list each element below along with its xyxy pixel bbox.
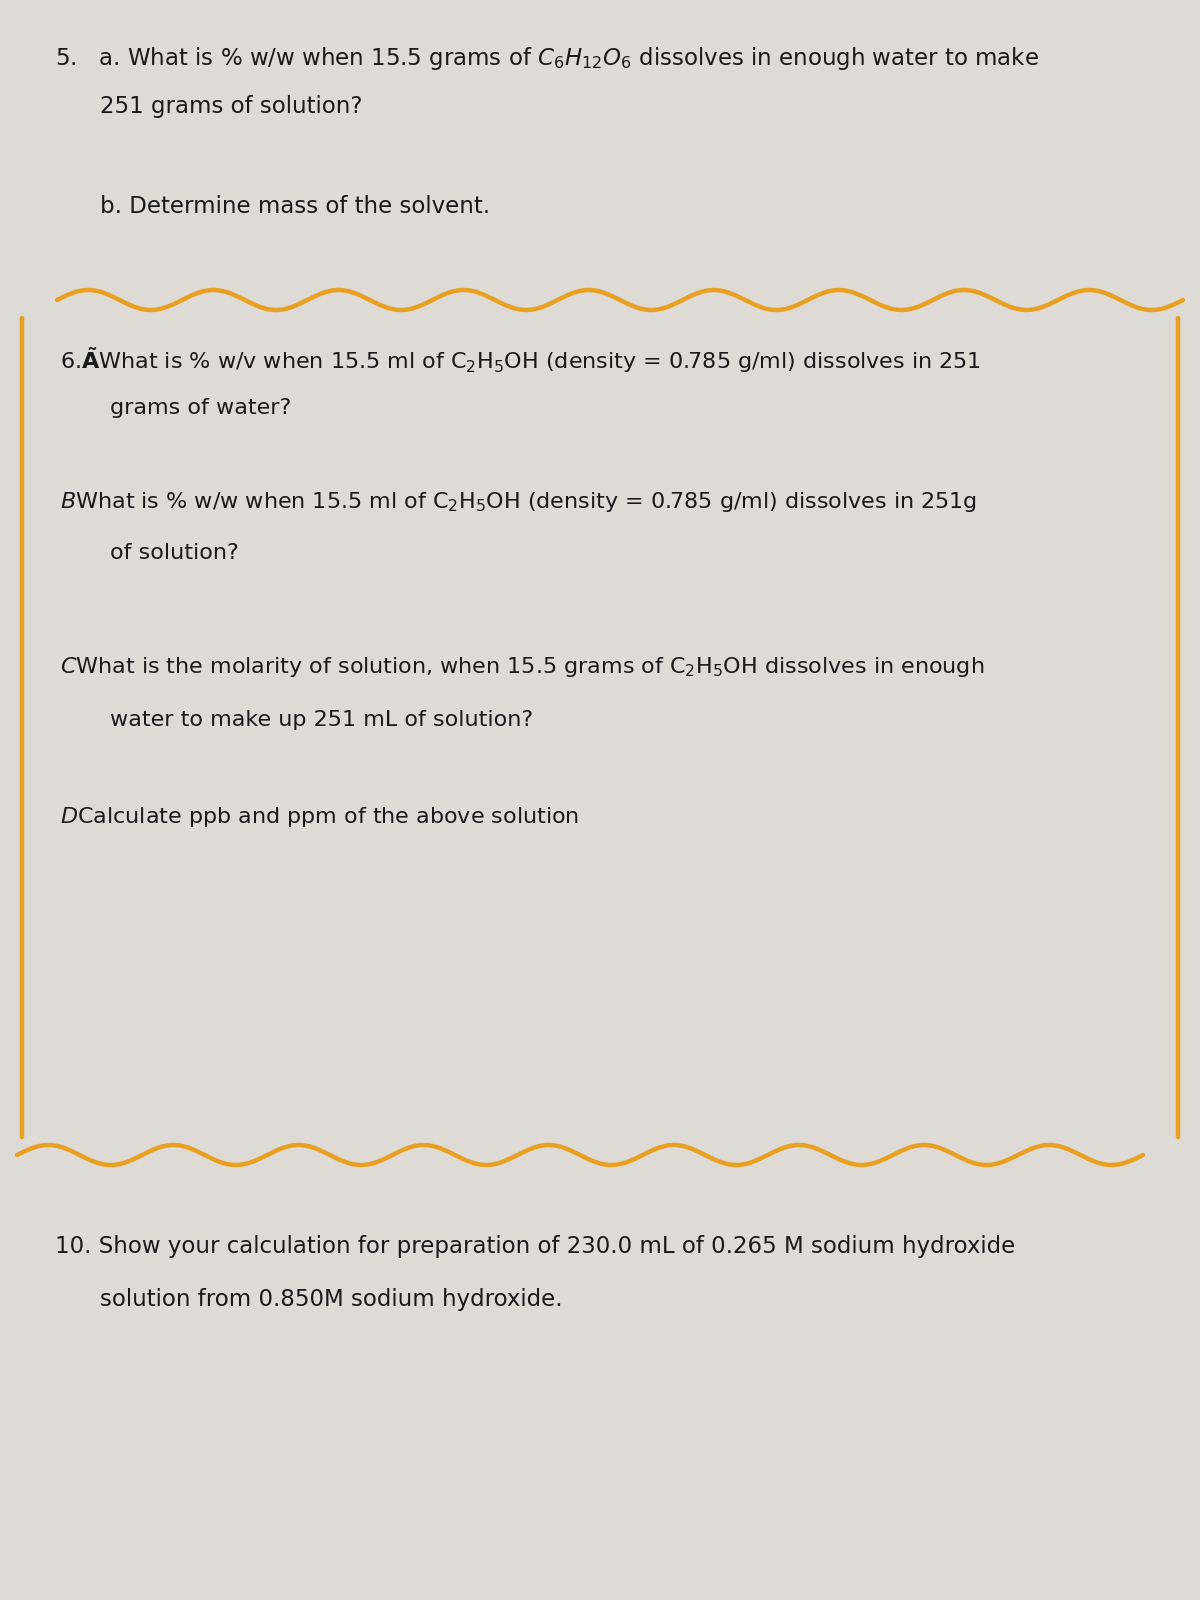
Text: 10. Show your calculation for preparation of 230.0 mL of 0.265 M sodium hydroxid: 10. Show your calculation for preparatio… <box>55 1235 1015 1258</box>
FancyBboxPatch shape <box>28 280 1174 320</box>
Text: 251 grams of solution?: 251 grams of solution? <box>100 94 362 118</box>
Text: grams of water?: grams of water? <box>110 398 292 418</box>
Text: 5.   a. What is % w/w when 15.5 grams of $C_6H_{12}O_6$ dissolves in enough wate: 5. a. What is % w/w when 15.5 grams of $… <box>55 45 1039 72</box>
Text: $\mathit{C}$What is the molarity of solution, when 15.5 grams of $\mathrm{C_2H_5: $\mathit{C}$What is the molarity of solu… <box>60 654 984 678</box>
FancyBboxPatch shape <box>28 1134 1174 1174</box>
FancyBboxPatch shape <box>22 301 1178 1155</box>
Text: of solution?: of solution? <box>110 542 239 563</box>
Text: $\mathit{B}$What is % w/w when 15.5 ml of $\mathrm{C_2H_5OH}$ (density = 0.785 g: $\mathit{B}$What is % w/w when 15.5 ml o… <box>60 490 977 514</box>
Text: b. Determine mass of the solvent.: b. Determine mass of the solvent. <box>100 195 490 218</box>
Text: water to make up 251 mL of solution?: water to make up 251 mL of solution? <box>110 710 533 730</box>
Text: $\mathit{D}$Calculate ppb and ppm of the above solution: $\mathit{D}$Calculate ppb and ppm of the… <box>60 805 580 829</box>
Text: 6.$\mathit{\mathbf{\tilde{A}}}$What is % w/v when 15.5 ml of $\mathrm{C_2H_5OH}$: 6.$\mathit{\mathbf{\tilde{A}}}$What is %… <box>60 346 982 374</box>
Text: solution from 0.850M sodium hydroxide.: solution from 0.850M sodium hydroxide. <box>100 1288 563 1310</box>
